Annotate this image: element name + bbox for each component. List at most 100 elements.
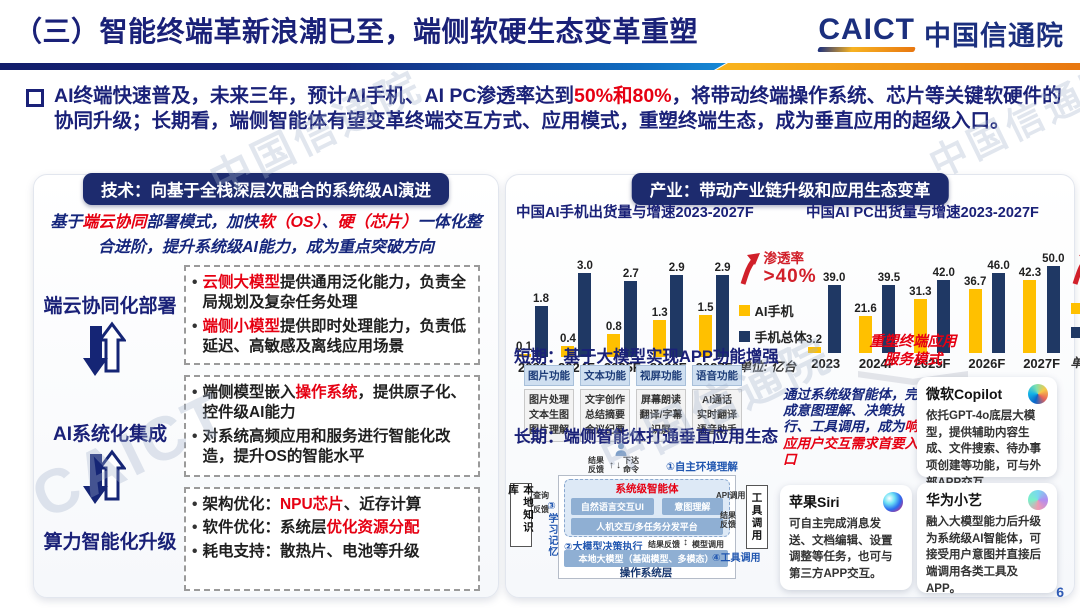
caict-logo: CAICT 中国信通院 xyxy=(817,13,1064,53)
tool-call-box: 工具调用 xyxy=(746,485,768,549)
card-xiaoyi: 华为小艺 融入大模型能力后升级为系统级AI智能体，可接受用户意图并直接后端调用各… xyxy=(917,483,1057,595)
intent-box: 意图理解 xyxy=(661,498,723,515)
tech-box-item-text: 云侧大模型提供通用泛化能力，负责全局规划及复杂任务处理 xyxy=(202,274,466,312)
column-body: 图片处理 文本生图 图片理解 xyxy=(524,389,574,442)
function-column-screen: 视屏功能 屏幕朗读 翻译/字幕 识屏 xyxy=(636,365,686,442)
intro-text: AI终端快速普及，未来三年，预计AI手机、AI PC渗透率达到50%和80%，将… xyxy=(54,85,1062,132)
function-column-image: 图片功能 图片处理 文本生图 图片理解 xyxy=(524,365,574,442)
up-down-arrows-icon xyxy=(82,321,127,384)
caict-logo-wordmark: CAICT xyxy=(817,13,916,52)
red-up-arrow-icon xyxy=(1071,252,1080,291)
issue-command-label: 下达命令 xyxy=(623,456,639,474)
legend-swatch xyxy=(738,331,750,342)
up-down-arrows-icon xyxy=(82,449,127,512)
siri-icon xyxy=(883,492,903,512)
stage-label-compute: 算力智能化升级 xyxy=(43,532,177,553)
result-feedback-label: 结果反馈 xyxy=(588,456,604,474)
model-call-label: 模型调用 xyxy=(692,540,724,549)
bullet-icon: • xyxy=(192,519,198,537)
chart-unit: 单位: 亿台 xyxy=(738,360,797,374)
short-term-columns: 图片功能 图片处理 文本生图 图片理解 文本功能 文字创作 总结摘要 会议纪要 … xyxy=(524,365,742,442)
penetration-value: >40% xyxy=(763,265,817,287)
bullet-icon: • xyxy=(192,427,198,445)
tech-panel: 技术：向基于全栈深层次融合的系统级AI演进 基于端云协同部署模式，加快软（OS）… xyxy=(33,173,499,598)
tech-box-item: • 对系统高频应用和服务进行智能化改造，提升OS的智能水平 xyxy=(192,427,470,468)
step4-label: ④工具调用 xyxy=(712,553,761,564)
ai-pc-chart-legend: AI PC PC总体 xyxy=(1070,301,1080,342)
tech-box-item-text: 耗电支持：散热片、电池等升级 xyxy=(202,542,420,560)
xiaoyi-icon xyxy=(1028,490,1048,510)
dispatch-platform-box: 人机交互/多任务分发平台 xyxy=(571,518,723,535)
local-model-box: 本地大模型（基础模型、多模态） xyxy=(564,550,728,567)
local-knowledge-base-box: 本地知识库 xyxy=(507,483,534,547)
tech-box-compute: • 架构优化：NPU芯片、近存计算 • 软件优化：系统层优化资源分配 • 耗电支… xyxy=(184,487,480,591)
system-agent-title: 系统级智能体 xyxy=(615,483,679,495)
user-command-arrows: 结果反馈 ↑ ↓ 下达命令 xyxy=(588,456,642,475)
system-agent-box: 系统级智能体 自然语言交互UI 意图理解 人机交互/多任务分发平台 xyxy=(564,479,730,537)
agent-architecture-diagram: 结果反馈 ↑ ↓ 下达命令 ①自主环境理解 本地知识库 查询 反馈 ③学习记忆 … xyxy=(506,443,820,597)
column-header: 语音功能 xyxy=(692,365,742,386)
card-title: 华为小艺 xyxy=(926,492,982,508)
legend-item: AI手机 xyxy=(738,301,807,320)
reshape-banner: 重塑终端应用 服务模式 xyxy=(869,334,957,369)
card-body: 依托GPT-4o底层大模型，提供辅助内容生成、文件搜索、待办事项创建等功能，可与… xyxy=(926,410,1041,489)
down-arrow-icon: ↓ xyxy=(616,460,621,472)
step3-label: ③学习记忆 xyxy=(546,501,557,557)
legend-item: AI PC xyxy=(1070,301,1080,316)
ai-phone-chart-legend: AI手机 手机总体 xyxy=(738,301,807,346)
result-feedback-label: 结果反馈 xyxy=(648,540,680,549)
industry-panel-badge: 产业：带动产业链升级和应用生态变革 xyxy=(631,173,949,205)
tech-panel-badge: 技术：向基于全栈深层次融合的系统级AI演进 xyxy=(83,173,449,205)
tech-box-item: • 云侧大模型提供通用泛化能力，负责全局规划及复杂任务处理 xyxy=(192,273,470,314)
ai-pc-chart: 中国AI PC出货量与增速2023-2027F 3.2 39.0 2023 21.6 3… xyxy=(798,201,1080,371)
tech-lead-text: 基于端云协同部署模式，加快软（OS）、硬（芯片）一体化整合进阶，提升系统级AI能… xyxy=(50,214,482,256)
up-arrow-icon: ↑ xyxy=(609,460,614,472)
caict-logo-underline xyxy=(817,47,916,52)
chart-unit: 单位: 百万台 xyxy=(1071,352,1080,371)
caict-logo-text: CAICT xyxy=(818,13,915,46)
column-body: AI通话 实时翻译 语音助手 xyxy=(692,389,742,442)
tech-box-item-text: 对系统高频应用和服务进行智能化改造，提升OS的智能水平 xyxy=(202,427,451,466)
tech-box-item-text: 端侧小模型提供即时处理能力，负责低延迟、高敏感及离线应用场景 xyxy=(202,317,466,356)
square-bullet-icon xyxy=(26,89,44,107)
agent-summary-text: 通过系统级智能体，完成意图理解、决策执行、工具调用，成为响应用户交互需求首要入口 xyxy=(783,387,918,467)
ai-phone-chart-title: 中国AI手机出货量与增速2023-2027F xyxy=(516,205,754,221)
bullet-icon: • xyxy=(192,496,198,513)
page-number: 6 xyxy=(1056,584,1064,600)
card-siri: 苹果Siri 可自主完成消息发送、文档编辑、设置调整等任务，也可与第三方APP交… xyxy=(780,485,912,590)
card-title: 苹果Siri xyxy=(789,494,840,510)
up-down-arrow-icon: ↕ xyxy=(683,537,688,548)
card-body: 融入大模型能力后升级为系统级AI智能体，可接受用户意图并直接后端调用各类工具及A… xyxy=(926,516,1041,595)
card-title: 微软Copilot xyxy=(926,386,1003,402)
legend-item: 手机总体 xyxy=(738,327,807,346)
column-header: 文本功能 xyxy=(580,365,630,386)
bullet-icon: • xyxy=(192,542,198,560)
feedback-label: 反馈 xyxy=(533,505,549,514)
page-title: （三）智能终端革新浪潮已至，端侧软硬生态变革重塑 xyxy=(14,16,699,47)
tech-box-item: • 耗电支持：散热片、电池等升级 xyxy=(192,542,470,562)
bullet-icon: • xyxy=(192,384,198,401)
caict-logo-chinese: 中国信通院 xyxy=(924,21,1064,51)
card-body: 可自主完成消息发送、文档编辑、设置调整等任务，也可与第三方APP交互。 xyxy=(789,518,893,581)
ai-pc-chart-plot: 3.2 39.0 2023 21.6 39.5 2024F 31.3 42.0 2025F 36.… xyxy=(806,253,1065,371)
bullet-icon: • xyxy=(192,317,198,335)
tech-box-item: • 端侧小模型提供即时处理能力，负责低延迟、高敏感及离线应用场景 xyxy=(192,317,470,358)
query-label: 查询 xyxy=(533,491,549,500)
function-column-voice: 语音功能 AI通话 实时翻译 语音助手 xyxy=(692,365,742,442)
long-term-title: 长期：端侧智能体打通垂直应用生态 xyxy=(514,428,778,446)
tech-box-item: • 软件优化：系统层优化资源分配 xyxy=(192,518,470,538)
intro-paragraph: AI终端快速普及，未来三年，预计AI手机、AI PC渗透率达到50%和80%，将… xyxy=(26,84,1062,134)
tech-box-item: • 架构优化：NPU芯片、近存计算 xyxy=(192,495,470,515)
api-call-label: API调用 xyxy=(716,491,746,500)
os-layer-label: 操作系统层 xyxy=(619,567,673,579)
legend-label: 手机总体 xyxy=(754,330,807,345)
card-copilot: 微软Copilot 依托GPT-4o底层大模型，提供辅助内容生成、文件搜索、待办… xyxy=(917,377,1057,489)
function-column-text: 文本功能 文字创作 总结摘要 会议纪要 xyxy=(580,365,630,442)
short-term-title: 短期：基于大模型实现APP功能增强 xyxy=(514,348,779,366)
legend-item: PC总体 xyxy=(1070,323,1080,342)
column-body: 文字创作 总结摘要 会议纪要 xyxy=(580,389,630,442)
red-up-arrow-icon xyxy=(739,252,761,291)
step1-label: ①自主环境理解 xyxy=(666,461,738,473)
nl-ui-box: 自然语言交互UI xyxy=(571,498,654,515)
